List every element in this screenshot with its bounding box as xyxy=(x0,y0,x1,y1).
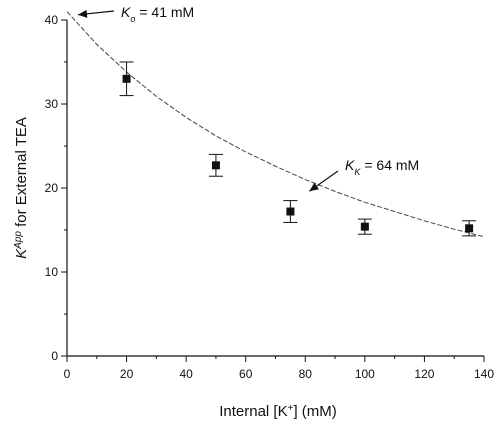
y-tick-label: 0 xyxy=(51,349,58,363)
y-tick-label: 40 xyxy=(45,13,59,27)
kk-arrowhead xyxy=(309,182,319,192)
data-point xyxy=(465,224,474,233)
y-tick-label: 30 xyxy=(45,97,59,111)
y-axis-label: KApp for External TEA xyxy=(13,117,31,259)
data-point xyxy=(211,161,220,170)
ko-arrowhead xyxy=(77,9,88,18)
data-points xyxy=(119,61,477,237)
annotations: Ko = 41 mM KK = 64 mM xyxy=(77,4,419,192)
x-tick-label: 120 xyxy=(414,367,434,381)
y-tick-label: 10 xyxy=(45,265,59,279)
data-point xyxy=(122,74,131,83)
x-tick-label: 20 xyxy=(120,367,134,381)
y-tick-label: 20 xyxy=(45,181,59,195)
x-axis-label: Internal [K+] (mM) xyxy=(219,403,337,421)
ko-annotation: Ko = 41 mM xyxy=(121,4,194,24)
fit-curve-line xyxy=(66,11,485,238)
x-tick-label: 80 xyxy=(299,367,313,381)
x-tick-label: 140 xyxy=(474,367,494,381)
data-point xyxy=(360,222,369,231)
x-tick-label: 100 xyxy=(355,367,375,381)
data-point xyxy=(286,207,295,216)
x-tick-label: 40 xyxy=(179,367,193,381)
axes: 0 20 40 60 80 100 120 140 0 10 20 30 40 xyxy=(45,13,495,381)
x-tick-label: 0 xyxy=(64,367,71,381)
fit-curve xyxy=(66,11,485,238)
x-tick-label: 60 xyxy=(239,367,253,381)
kk-annotation: KK = 64 mM xyxy=(345,157,419,177)
